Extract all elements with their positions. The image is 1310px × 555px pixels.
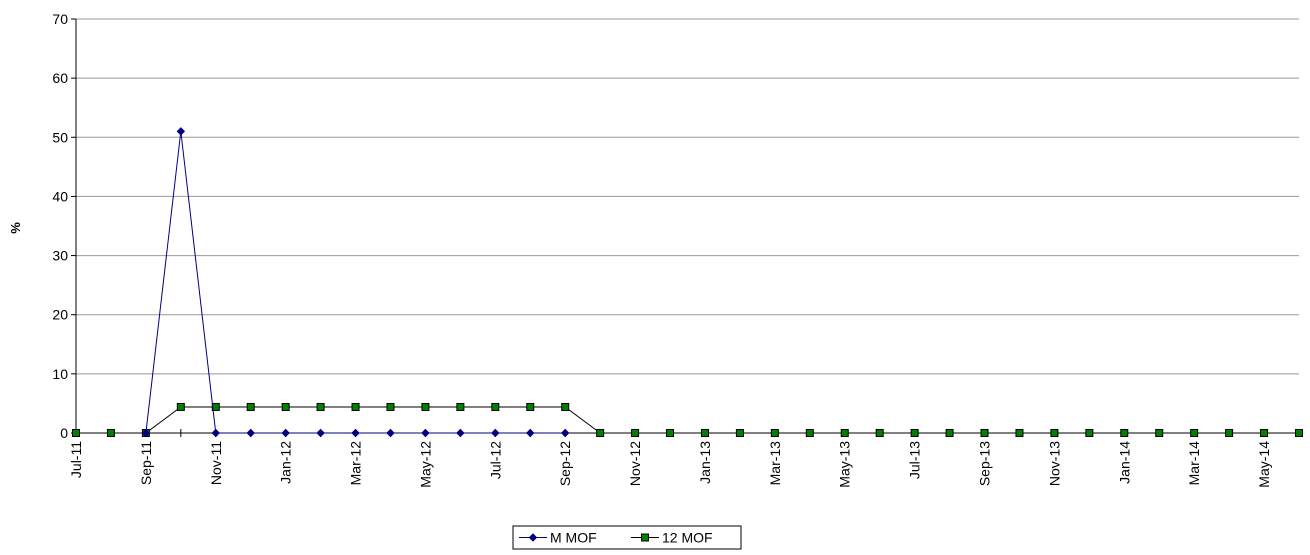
y-axis-ticks: 0 10 20 30 40 50 60 70 [52,11,76,441]
x-tick-label: Jan-13 [697,441,713,484]
x-tick-label: Mar-12 [348,441,364,486]
x-axis-ticks: Jul-11 Sep-11 Nov-11 Jan-12 Mar-12 May-12 Jul-… [68,429,1300,488]
data-point-m-mof [351,428,360,438]
y-axis-label: % [8,222,23,234]
data-point-m-mof [176,127,186,136]
data-point-12-mof [106,429,115,437]
data-point-12-mof [386,402,395,411]
data-point-12-mof [631,429,640,437]
data-point-m-mof [246,428,255,438]
data-point-12-mof [246,402,255,411]
y-tick-label: 70 [52,11,68,27]
data-point-12-mof [666,429,675,437]
data-point-12-mof [945,429,954,437]
y-tick-label: 10 [52,366,68,382]
x-tick-label: Jan-12 [278,441,294,484]
x-tick-label: Jul-11 [68,441,84,478]
x-tick-label: Sep-13 [977,441,993,486]
data-point-12-mof [735,429,744,437]
data-point-12-mof [526,402,535,411]
series-line-12-mof [76,406,1299,434]
data-point-12-mof [351,402,360,411]
y-tick-label: 40 [52,188,68,204]
data-point-12-mof [596,429,605,437]
x-tick-label: Nov-13 [1046,441,1062,486]
x-tick-label: Jul-13 [907,441,923,479]
data-point-12-mof [1085,429,1094,437]
data-point-m-mof [141,428,151,438]
legend-label-12-mof: 12 MOF [662,530,713,546]
data-point-12-mof [1155,429,1164,437]
x-tick-label: Mar-14 [1186,441,1202,486]
data-point-12-mof [875,429,884,437]
y-tick-label: 0 [60,425,68,441]
series-layer [72,127,1303,438]
legend-label-m-mof: M MOF [550,530,597,546]
data-point-12-mof [910,429,919,437]
y-tick-label: 20 [52,307,68,323]
axes [75,19,1299,434]
data-point-12-mof [770,429,779,437]
data-point-12-mof [700,429,709,437]
data-point-12-mof [491,402,500,411]
series-m-mof [141,127,570,438]
data-point-12-mof [980,429,989,437]
gridlines [76,18,1299,375]
data-point-m-mof [491,428,500,438]
data-point-12-mof [176,402,185,411]
data-point-12-mof [1295,429,1303,437]
data-point-12-mof [1120,429,1129,437]
x-tick-label: May-13 [837,441,853,488]
data-point-12-mof [840,429,849,437]
data-point-m-mof [560,428,570,438]
x-tick-label: Jan-14 [1116,441,1132,484]
y-tick-label: 30 [52,248,68,264]
legend: M MOF 12 MOF [512,525,742,550]
data-point-m-mof [281,428,290,438]
x-tick-label: Sep-12 [557,441,573,486]
data-point-m-mof [456,428,465,438]
data-point-m-mof [211,428,220,438]
legend-marker-12-mof [641,533,649,542]
data-point-12-mof [805,429,814,437]
x-tick-label: May-12 [417,441,433,488]
data-point-12-mof [316,402,325,411]
series-12-mof [72,402,1303,437]
data-point-12-mof [421,402,430,411]
data-point-12-mof [1050,429,1059,437]
data-point-12-mof [1260,429,1269,437]
x-tick-label: Sep-11 [138,441,154,485]
x-tick-label: Mar-13 [767,441,783,486]
x-tick-label: Nov-12 [627,441,643,486]
data-point-m-mof [316,428,325,438]
x-tick-label: Jul-12 [487,441,503,479]
data-point-12-mof [561,402,570,411]
data-point-12-mof [456,402,465,411]
data-point-12-mof [1015,429,1024,437]
data-point-12-mof [1190,429,1199,437]
data-point-12-mof [72,429,80,437]
data-point-12-mof [281,402,290,411]
data-point-m-mof [526,428,535,438]
x-tick-label: Nov-11 [208,441,224,485]
y-tick-label: 50 [52,129,68,145]
legend-marker-m-mof [528,533,538,542]
data-point-m-mof [386,428,395,438]
series-line-m-mof [145,131,566,434]
data-point-m-mof [421,428,430,438]
x-tick-label: May-14 [1256,441,1272,488]
legend-box [512,525,742,550]
data-point-12-mof [1225,429,1234,437]
y-tick-label: 60 [52,70,68,86]
